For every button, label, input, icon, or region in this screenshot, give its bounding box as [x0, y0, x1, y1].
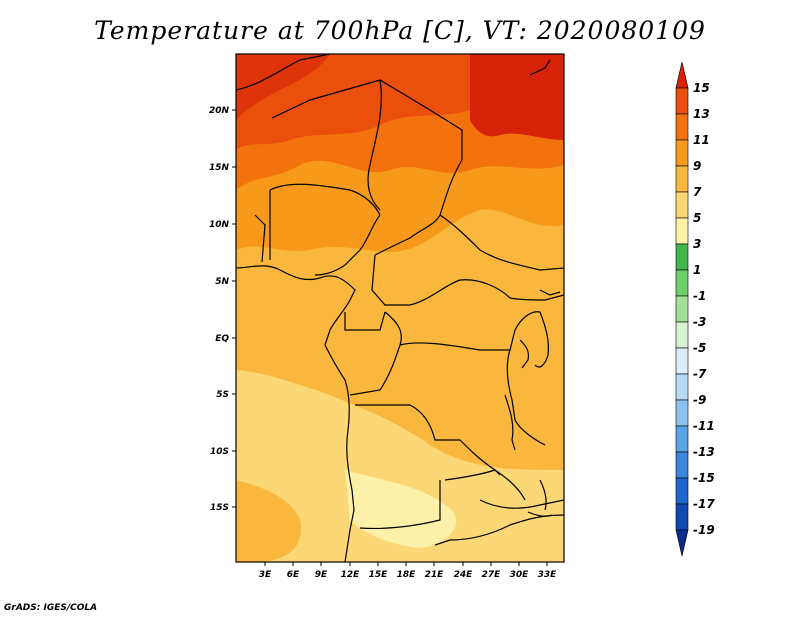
colorbar-swatch	[675, 503, 689, 531]
lat-label: 10S	[210, 447, 229, 457]
lon-label: 12E	[341, 570, 361, 580]
lon-label: 27E	[482, 570, 502, 580]
colorbar: 15 13 11 9 7 5 3 1 -1 -3 -5 -7 -9 -11 -13 -15 -17 -19	[675, 61, 715, 557]
colorbar-label: -3	[693, 315, 706, 329]
colorbar-label: 5	[693, 211, 701, 225]
lon-label: 6E	[287, 570, 300, 580]
colorbar-label: 15	[693, 81, 710, 95]
colorbar-label: -7	[693, 367, 707, 381]
colorbar-swatch	[675, 139, 689, 167]
latitude-axis: 20N 15N 10N 5N EQ 5S 10S 15S	[209, 106, 236, 513]
colorbar-swatch	[675, 529, 689, 557]
colorbar-label: -17	[693, 497, 715, 511]
lat-label: 15S	[210, 503, 229, 513]
colorbar-swatch	[675, 295, 689, 323]
lon-label: 3E	[259, 570, 272, 580]
lon-label: 15E	[369, 570, 389, 580]
colorbar-swatch	[675, 87, 689, 115]
lon-label: 21E	[425, 570, 445, 580]
colorbar-swatch	[675, 451, 689, 479]
lat-label: 20N	[209, 106, 230, 116]
country-borders	[236, 54, 564, 562]
colorbar-label: 9	[693, 159, 701, 173]
colorbar-label: 13	[693, 107, 710, 121]
colorbar-label: 1	[693, 263, 701, 277]
colorbar-swatch	[675, 399, 689, 427]
lat-label: 5N	[215, 277, 229, 287]
colorbar-label: -15	[693, 471, 715, 485]
colorbar-swatch	[675, 425, 689, 453]
colorbar-label: 3	[693, 237, 701, 251]
longitude-axis: 3E 6E 9E 12E 15E 18E 21E 24E 27E 30E 33E	[259, 562, 557, 580]
lon-label: 33E	[538, 570, 558, 580]
temperature-field	[236, 54, 564, 562]
colorbar-label: -1	[693, 289, 706, 303]
lon-label: 24E	[454, 570, 474, 580]
colorbar-swatch	[675, 61, 689, 89]
colorbar-swatch	[675, 217, 689, 245]
colorbar-label: -11	[693, 419, 715, 433]
colorbar-swatch	[675, 477, 689, 505]
colorbar-swatch	[675, 243, 689, 271]
colorbar-swatch	[675, 165, 689, 193]
lat-label: 10N	[209, 220, 230, 230]
colorbar-label: -5	[693, 341, 706, 355]
lat-label: EQ	[215, 334, 229, 344]
map-title: Temperature at 700hPa [C], VT: 202008010…	[94, 16, 706, 45]
colorbar-label: 11	[693, 133, 710, 147]
colorbar-label: -13	[693, 445, 715, 459]
map-frame	[235, 53, 565, 563]
colorbar-swatch	[675, 269, 689, 297]
colorbar-label: -9	[693, 393, 706, 407]
colorbar-swatch	[675, 347, 689, 375]
colorbar-label: -19	[693, 523, 715, 537]
lon-label: 9E	[315, 570, 328, 580]
colorbar-swatch	[675, 191, 689, 219]
lat-label: 5S	[216, 390, 229, 400]
lon-label: 30E	[510, 570, 530, 580]
colorbar-swatch	[675, 373, 689, 401]
grads-credit: GrADS: IGES/COLA	[4, 603, 98, 613]
lon-label: 18E	[397, 570, 417, 580]
colorbar-swatch	[675, 321, 689, 349]
colorbar-swatch	[675, 113, 689, 141]
lat-label: 15N	[209, 163, 230, 173]
colorbar-label: 7	[693, 185, 702, 199]
